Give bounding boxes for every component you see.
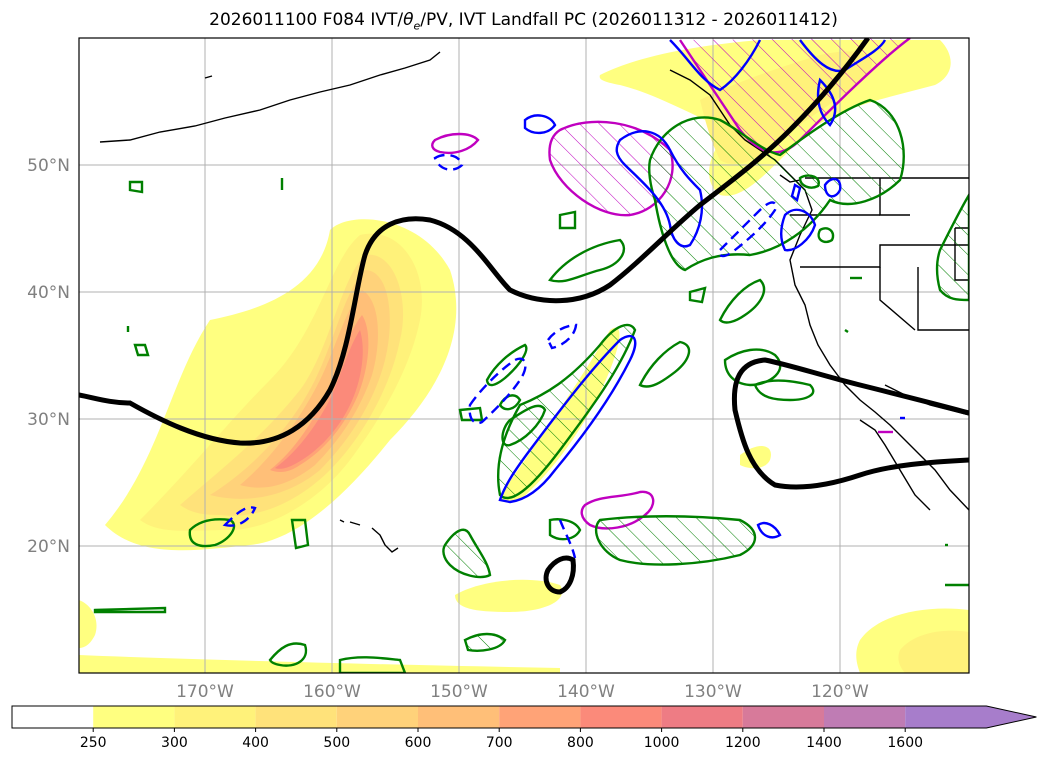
colorbar-tick-label: 300 xyxy=(161,735,188,751)
colorbar-tick-label: 1400 xyxy=(806,735,842,751)
lon-label-160w: 160°W xyxy=(303,682,361,702)
colorbar-cell xyxy=(174,706,256,728)
colorbar-cell xyxy=(255,706,337,728)
lon-label-150w: 150°W xyxy=(430,682,488,702)
colorbar-tick-label: 1000 xyxy=(644,735,680,751)
lat-label-20n: 20°N xyxy=(27,537,70,557)
blue-dashed-contours xyxy=(222,153,777,559)
colorbar-ticks: 250 300 400 500 600 700 800 1000 1200 1400 1600 xyxy=(80,728,923,751)
map-frame xyxy=(78,37,970,674)
lon-label-170w: 170°W xyxy=(176,682,234,702)
map-plot-area xyxy=(79,38,969,673)
colorbar-cell xyxy=(336,706,418,728)
colorbar-cell xyxy=(580,706,662,728)
colorbar-cell-under xyxy=(12,706,94,728)
pv-contours xyxy=(79,38,969,595)
colorbar: 250 300 400 500 600 700 800 1000 1200 1400 1600 xyxy=(11,705,1037,751)
colorbar-tick-label: 1600 xyxy=(887,735,923,751)
colorbar-cell xyxy=(93,706,175,728)
colorbar-tick-label: 400 xyxy=(242,735,269,751)
lat-label-40n: 40°N xyxy=(27,283,70,303)
colorbar-cell xyxy=(418,706,500,728)
colorbar-tick-label: 800 xyxy=(567,735,594,751)
colorbar-tick-label: 600 xyxy=(405,735,432,751)
latitude-labels: 50°N 40°N 30°N 20°N xyxy=(27,156,70,557)
map-title: 2026011100 F084 IVT/θe/PV, IVT Landfall … xyxy=(209,10,838,33)
colorbar-tick-label: 250 xyxy=(80,735,107,751)
lon-label-140w: 140°W xyxy=(557,682,615,702)
colorbar-tick-label: 1200 xyxy=(725,735,761,751)
lat-label-50n: 50°N xyxy=(27,156,70,176)
colorbar-outline xyxy=(11,705,1037,729)
colorbar-cell-extend xyxy=(905,706,1037,728)
lon-label-130w: 130°W xyxy=(684,682,742,702)
colorbar-cell xyxy=(499,706,581,728)
longitude-labels: 170°W 160°W 150°W 140°W 130°W 120°W xyxy=(176,682,869,702)
colorbar-cells xyxy=(11,705,1037,729)
colorbar-cell xyxy=(661,706,743,728)
colorbar-cell xyxy=(824,706,906,728)
colorbar-tick-label: 500 xyxy=(323,735,350,751)
lat-label-30n: 30°N xyxy=(27,410,70,430)
colorbar-cell xyxy=(742,706,824,728)
colorbar-tick-label: 700 xyxy=(486,735,513,751)
lon-label-120w: 120°W xyxy=(811,682,869,702)
